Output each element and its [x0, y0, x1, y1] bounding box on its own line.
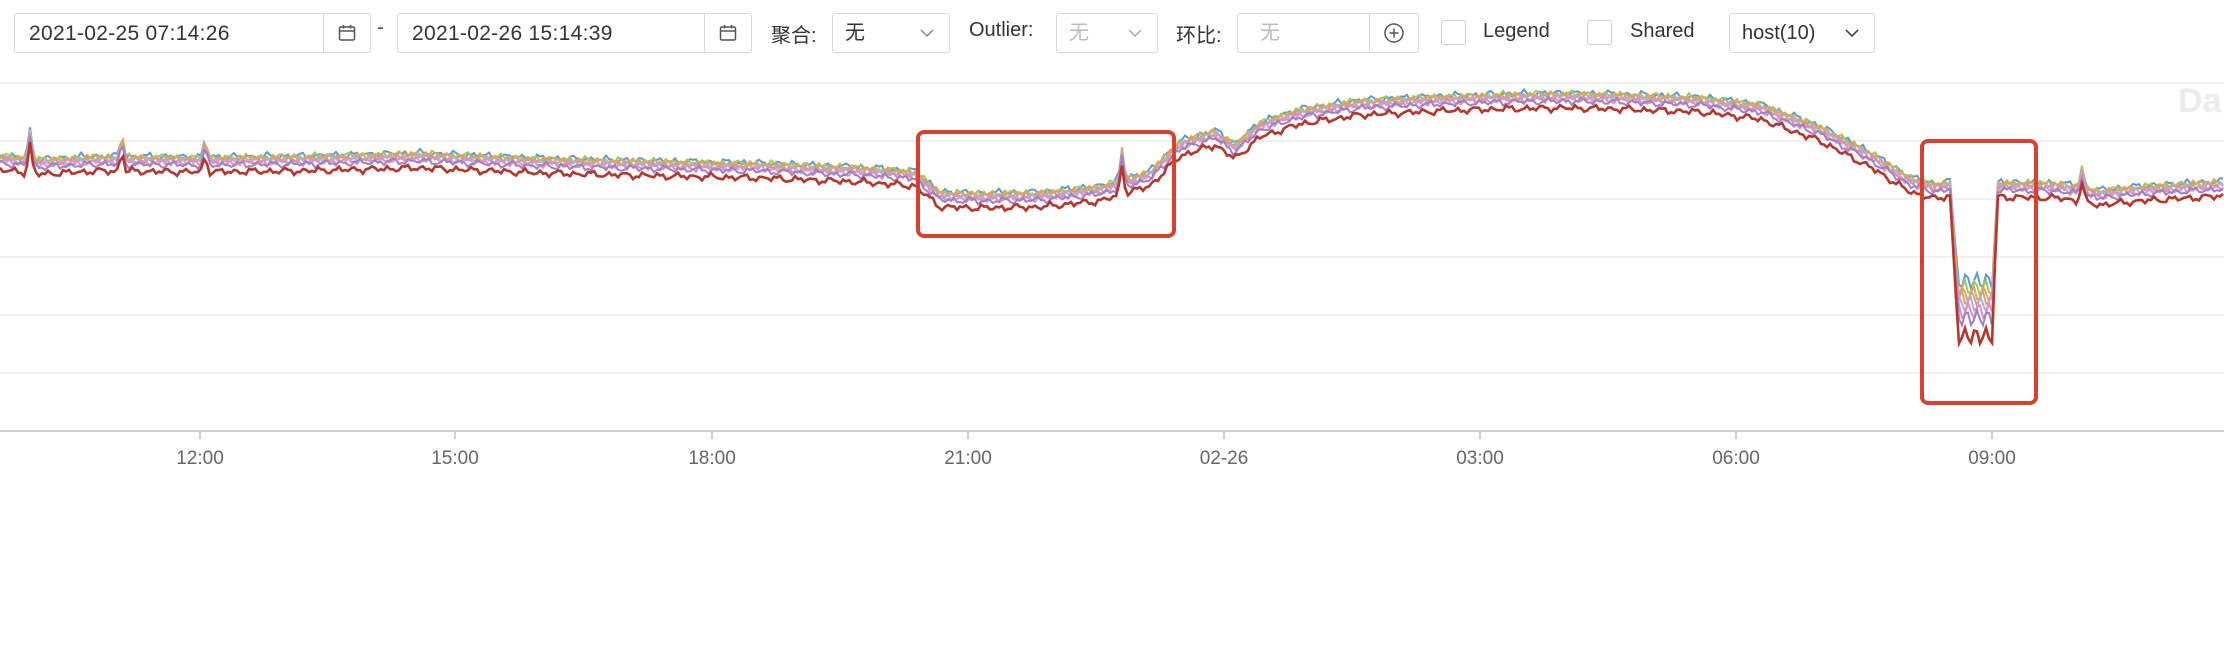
chevron-down-icon	[1844, 25, 1860, 46]
host-select[interactable]: host(10)	[1729, 13, 1875, 53]
series-line	[0, 95, 2224, 329]
x-tick-label: 15:00	[431, 448, 479, 469]
x-tick-label: 21:00	[944, 448, 992, 469]
calendar-icon[interactable]	[323, 14, 370, 52]
x-tick-label: 03:00	[1456, 448, 1504, 469]
chevron-down-icon	[1127, 25, 1143, 46]
aggregate-select[interactable]: 无	[832, 13, 950, 53]
chart-watermark: Da	[2178, 82, 2223, 120]
start-time-picker[interactable]: 2021-02-25 07:14:26	[14, 13, 371, 53]
outlier-value: 无	[1069, 22, 1089, 44]
calendar-icon[interactable]	[704, 14, 751, 52]
series-line	[0, 89, 2224, 300]
query-toolbar: 2021-02-25 07:14:26 - 2021-02-26 15:14:3…	[0, 0, 2224, 66]
chevron-down-icon	[919, 25, 935, 46]
x-tick-label: 02-26	[1200, 448, 1249, 469]
end-time-picker[interactable]: 2021-02-26 15:14:39	[397, 13, 752, 53]
outlier-label: Outlier:	[969, 19, 1034, 41]
legend-label: Legend	[1483, 20, 1550, 42]
shared-checkbox[interactable]	[1587, 20, 1612, 45]
compare-placeholder: 无	[1260, 22, 1280, 44]
aggregate-value: 无	[845, 22, 865, 44]
range-separator: -	[377, 16, 384, 39]
aggregate-label: 聚合:	[771, 25, 817, 47]
host-select-value: host(10)	[1742, 22, 1816, 44]
x-tick-label: 12:00	[176, 448, 224, 469]
series-line	[0, 93, 2224, 316]
chart-canvas: 12:00 15:00 18:00 21:00 02-26 03:00 06:00 09:00…	[0, 82, 2224, 469]
highlight-box	[916, 130, 1176, 238]
plus-circle-icon	[1384, 23, 1404, 43]
compare-input[interactable]: 无	[1237, 13, 1419, 53]
series-line	[0, 93, 2224, 322]
x-tick-label: 09:00	[1968, 448, 2016, 469]
x-tick-label: 18:00	[688, 448, 736, 469]
compare-label: 环比:	[1176, 25, 1222, 47]
end-time-value: 2021-02-26 15:14:39	[412, 22, 613, 45]
timeseries-chart: 12:00 15:00 18:00 21:00 02-26 03:00 06:00 09:00…	[0, 66, 2224, 670]
shared-label: Shared	[1630, 20, 1695, 42]
x-tick-label: 06:00	[1712, 448, 1760, 469]
start-time-value: 2021-02-25 07:14:26	[29, 22, 230, 45]
legend-checkbox[interactable]	[1441, 20, 1466, 45]
outlier-select[interactable]: 无	[1056, 13, 1158, 53]
series-line	[0, 103, 2224, 349]
highlight-box	[1920, 139, 2038, 405]
add-compare-button[interactable]	[1369, 14, 1418, 52]
